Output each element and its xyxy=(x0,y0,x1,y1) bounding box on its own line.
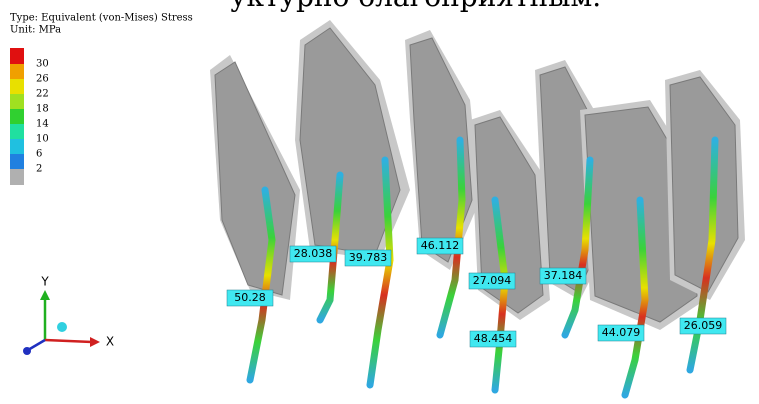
probe-label: 37.184 xyxy=(544,269,583,282)
legend-value: 22 xyxy=(36,89,49,100)
probe-label: 27.094 xyxy=(473,274,512,287)
legend-type: Type: Equivalent (von-Mises) Stress xyxy=(10,13,193,24)
legend-value: 14 xyxy=(36,119,49,130)
legend-value: 6 xyxy=(36,149,42,160)
probe-label: 50.28 xyxy=(234,291,266,304)
axis-x-label: X xyxy=(106,335,114,349)
legend-labels: 30 26 22 18 14 10 6 2 xyxy=(36,59,49,175)
axis-y-label: Y xyxy=(40,275,49,289)
legend-value: 30 xyxy=(36,59,49,70)
legend-value: 26 xyxy=(36,74,49,85)
probe-label: 48.454 xyxy=(474,332,513,345)
legend-value: 18 xyxy=(36,104,49,115)
probe-label: 46.112 xyxy=(421,239,460,252)
probe-label: 44.079 xyxy=(602,326,641,339)
probe-label: 39.783 xyxy=(349,251,388,264)
probe-label: 28.038 xyxy=(294,247,333,260)
legend-swatches xyxy=(10,48,24,185)
probe-label: 26.059 xyxy=(684,319,723,332)
screenshot: уктурно благоприятным. Type: Equivalent … xyxy=(0,0,759,404)
legend-value: 10 xyxy=(36,134,49,145)
cut-text: уктурно благоприятным. xyxy=(230,0,601,13)
legend-unit: Unit: MPa xyxy=(10,25,61,36)
legend-value: 2 xyxy=(36,164,42,175)
axis-triad: Y X xyxy=(23,275,114,356)
